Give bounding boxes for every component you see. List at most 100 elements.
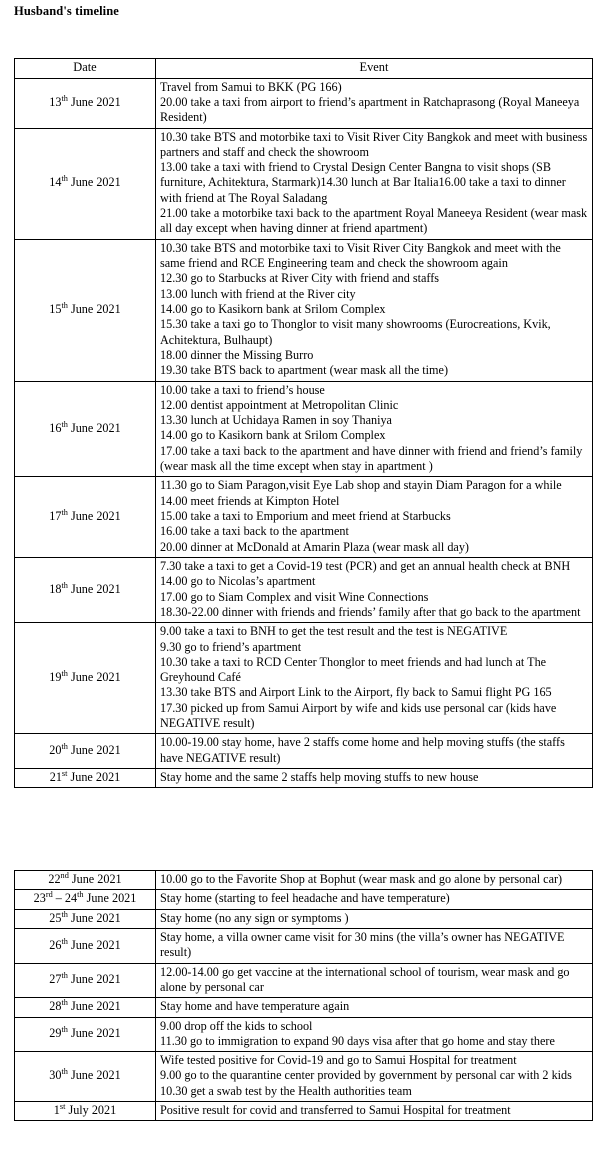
date-ordinal-suffix: th — [61, 174, 68, 184]
timeline-table-part-2: 22nd June 2021 10.00 go to the Favorite S… — [14, 869, 593, 1122]
date-day-number: 23 — [33, 891, 46, 906]
date-day-number: 18 — [49, 581, 62, 596]
cell-event: 10.00 go to the Favorite Shop at Bophut … — [155, 869, 593, 891]
event-line: 13.30 take BTS and Airport Link to the A… — [160, 685, 552, 700]
table-row: 17th June 2021 11.30 go to Siam Paragon,v… — [14, 476, 593, 558]
date-day-number: 15 — [49, 301, 62, 316]
cell-date: 27th June 2021 — [14, 962, 156, 999]
event-line: 16.00 take a taxi back to the apartment — [160, 524, 349, 539]
event-line: 10.30 get a swab test by the Health auth… — [160, 1083, 412, 1098]
table-row: 1st July 2021 Positive result for covid a… — [14, 1101, 593, 1122]
table-header-row: Date Event — [14, 58, 593, 79]
date-day-number: 30 — [49, 1068, 62, 1083]
date-ordinal-suffix: th — [61, 1025, 68, 1035]
date-day-number: 29 — [49, 1026, 62, 1041]
cell-event: 12.00-14.00 go get vaccine at the intern… — [155, 962, 593, 999]
date-remainder: June 2021 — [67, 937, 121, 952]
cell-date: 16th June 2021 — [14, 380, 156, 478]
date-ordinal-suffix: th — [61, 580, 68, 590]
date-day-number: 1 — [53, 1103, 60, 1118]
date-ordinal-suffix: th — [61, 300, 68, 310]
cell-event: 10.30 take BTS and motorbike taxi to Vis… — [155, 238, 593, 382]
date-day-number: 20 — [49, 743, 62, 758]
date-remainder: – 24 — [52, 891, 78, 906]
table-row: 23rd – 24th June 2021 Stay home (starting… — [14, 889, 593, 910]
cell-event: 10.30 take BTS and motorbike taxi to Vis… — [155, 127, 593, 240]
table-row: 26th June 2021 Stay home, a villa owner c… — [14, 927, 593, 964]
cell-event: Stay home, a villa owner came visit for … — [155, 927, 593, 964]
event-line: 18.30-22.00 dinner with friends and frie… — [160, 604, 581, 619]
date-remainder: June 2021 — [67, 175, 121, 190]
date-ordinal-suffix: st — [59, 1102, 66, 1111]
date-remainder: June 2021 — [67, 972, 121, 987]
date-day-number: 25 — [49, 910, 62, 925]
cell-date: 28th June 2021 — [14, 997, 156, 1018]
cell-date: 21st June 2021 — [14, 767, 156, 789]
cell-event: 7.30 take a taxi to get a Covid-19 test … — [155, 556, 593, 624]
date-remainder: June 2021 — [67, 581, 121, 596]
cell-event: 11.30 go to Siam Paragon,visit Eye Lab s… — [155, 476, 593, 558]
cell-date: 25th June 2021 — [14, 908, 156, 929]
date-day-number: 22 — [48, 872, 61, 886]
event-line: 17.30 picked up from Samui Airport by wi… — [160, 700, 557, 731]
cell-event: Wife tested positive for Covid-19 and go… — [155, 1051, 593, 1103]
event-line: 13.00 take a taxi with friend to Crystal… — [160, 160, 566, 205]
date-remainder-second: June 2021 — [83, 891, 137, 906]
date-ordinal-suffix: th — [61, 909, 68, 919]
cell-date: 18th June 2021 — [14, 556, 156, 624]
table-row: 29th June 2021 9.00 drop off the kids to … — [14, 1016, 593, 1053]
date-ordinal-suffix: th — [61, 507, 68, 517]
cell-event: 9.00 drop off the kids to school 11.30 go… — [155, 1016, 593, 1053]
page-title: Husband's timeline — [14, 4, 119, 18]
event-line: 17.00 take a taxi back to the apartment … — [160, 443, 583, 474]
event-line: 19.30 take BTS back to apartment (wear m… — [160, 363, 449, 378]
event-line: 20.00 dinner at McDonald at Amarin Plaza… — [160, 539, 469, 554]
event-line: 9.00 take a taxi to BNH to get the test … — [160, 624, 508, 639]
event-line: 10.30 take a taxi to RCD Center Thonglor… — [160, 654, 547, 685]
date-day-number: 26 — [49, 937, 62, 952]
cell-date: 20th June 2021 — [14, 733, 156, 769]
date-remainder: June 2021 — [68, 872, 122, 886]
table-row: 28th June 2021 Stay home and have tempera… — [14, 997, 593, 1018]
event-line: Stay home, a villa owner came visit for … — [160, 929, 565, 960]
column-header-date: Date — [14, 58, 156, 79]
date-ordinal-suffix: th — [61, 936, 68, 946]
date-ordinal-suffix: rd — [45, 890, 53, 900]
date-remainder: June 2021 — [67, 770, 121, 784]
table-row: 25th June 2021 Stay home (no any sign or … — [14, 908, 593, 929]
event-line: Wife tested positive for Covid-19 and go… — [160, 1053, 517, 1068]
date-day-number: 14 — [49, 175, 62, 190]
event-line: 10.30 take BTS and motorbike taxi to Vis… — [160, 129, 588, 159]
event-line: 9.30 go to friend’s apartment — [160, 639, 302, 654]
cell-date: 14th June 2021 — [14, 127, 156, 240]
event-line: Stay home and the same 2 staffs help mov… — [160, 770, 479, 784]
cell-date: 23rd – 24th June 2021 — [14, 889, 156, 910]
cell-event: Stay home (no any sign or symptoms ) — [155, 908, 593, 929]
cell-event: 9.00 take a taxi to BNH to get the test … — [155, 622, 593, 735]
date-day-number: 21 — [49, 770, 62, 784]
event-line: 21.00 take a motorbike taxi back to the … — [160, 206, 588, 236]
date-remainder: June 2021 — [67, 743, 121, 758]
event-line: 13.00 lunch with friend at the River cit… — [160, 286, 356, 301]
event-line: 7.30 take a taxi to get a Covid-19 test … — [160, 558, 571, 573]
table-header: Date Event — [14, 58, 593, 79]
event-line: 11.30 go to immigration to expand 90 day… — [160, 1033, 555, 1048]
cell-date: 22nd June 2021 — [14, 869, 156, 891]
date-day-number: 16 — [49, 420, 62, 435]
table-row: 14th June 2021 10.30 take BTS and motorbi… — [14, 127, 593, 240]
date-remainder: June 2021 — [67, 670, 121, 685]
date-remainder: June 2021 — [67, 509, 121, 523]
event-line: 9.00 drop off the kids to school — [160, 1018, 313, 1033]
date-remainder: July 2021 — [65, 1103, 117, 1118]
event-line: 9.00 go to the quarantine center provide… — [160, 1068, 572, 1083]
event-line: 15.30 take a taxi go to Thonglor to visi… — [160, 317, 551, 347]
date-ordinal-suffix: th — [61, 669, 68, 679]
event-line: 12.30 go to Starbucks at River City with… — [160, 271, 440, 286]
event-line: Positive result for covid and transferre… — [160, 1103, 511, 1118]
cell-date: 17th June 2021 — [14, 476, 156, 558]
event-line: 10.00 go to the Favorite Shop at Bophut … — [160, 872, 563, 886]
cell-date: 19th June 2021 — [14, 622, 156, 735]
event-line: Stay home and have temperature again — [160, 999, 350, 1014]
column-header-event: Event — [155, 58, 593, 79]
